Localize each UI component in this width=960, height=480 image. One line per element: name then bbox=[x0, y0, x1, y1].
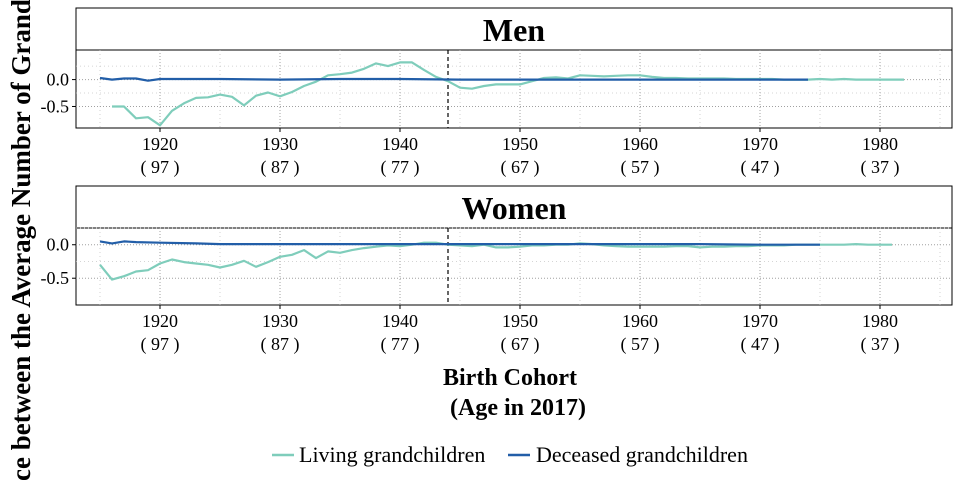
x-tick-label-year: 1960 bbox=[622, 311, 658, 331]
x-tick-label-year: 1950 bbox=[502, 134, 538, 154]
x-tick-label-year: 1970 bbox=[742, 311, 778, 331]
y-axis-ticks-men: 0.0 -0.5 bbox=[41, 70, 76, 116]
x-tick-label-age: ( 77 ) bbox=[381, 157, 420, 178]
facet-strip-men bbox=[75, 7, 953, 51]
panel-men: Men 0.0 -0.5 1920 ( 97 ) 1930 ( 87 ) 1940 ( 77… bbox=[41, 7, 953, 178]
y-axis-ticks-women: 0.0 -0.5 bbox=[41, 235, 76, 288]
x-tick-label-age: ( 47 ) bbox=[741, 157, 780, 178]
x-tick-label-year: 1980 bbox=[862, 311, 898, 331]
x-tick-label-age: ( 97 ) bbox=[141, 334, 180, 355]
x-tick-label-year: 1930 bbox=[262, 311, 298, 331]
x-tick-label-year: 1920 bbox=[142, 134, 178, 154]
facet-title-men: Men bbox=[483, 12, 545, 48]
x-tick-label-year: 1940 bbox=[382, 311, 418, 331]
x-tick-label-age: ( 57 ) bbox=[621, 334, 660, 355]
x-tick-label-age: ( 47 ) bbox=[741, 334, 780, 355]
panel-women: Women 0.0 -0.5 1920 ( 97 ) 1930 ( 87 ) 1940 ( … bbox=[41, 185, 953, 355]
x-tick-label-age: ( 87 ) bbox=[261, 334, 300, 355]
plot-area-women bbox=[75, 227, 953, 306]
plot-area-men bbox=[75, 49, 953, 129]
x-axis-ticks-women: 1920 ( 97 ) 1930 ( 87 ) 1940 ( 77 ) 1950 ( 67 )… bbox=[141, 305, 900, 355]
x-tick-label-age: ( 97 ) bbox=[141, 157, 180, 178]
y-axis-title: Difference between the Average Number of… bbox=[6, 0, 36, 480]
x-tick-label-age: ( 37 ) bbox=[861, 334, 900, 355]
x-axis-title-line1: Birth Cohort bbox=[443, 365, 577, 391]
y-tick-label: -0.5 bbox=[41, 96, 70, 116]
x-tick-label-year: 1950 bbox=[502, 311, 538, 331]
y-tick-label: 0.0 bbox=[47, 70, 70, 90]
x-tick-label-age: ( 87 ) bbox=[261, 157, 300, 178]
legend-label-deceased: Deceased grandchildren bbox=[536, 442, 748, 467]
facet-title-women: Women bbox=[462, 190, 567, 226]
facet-strip-women bbox=[75, 185, 953, 229]
series-women bbox=[99, 240, 892, 281]
x-axis-title-line2: (Age in 2017) bbox=[450, 395, 586, 421]
x-tick-label-year: 1980 bbox=[862, 134, 898, 154]
x-tick-label-year: 1970 bbox=[742, 134, 778, 154]
y-tick-label: -0.5 bbox=[41, 268, 70, 288]
legend-label-living: Living grandchildren bbox=[299, 442, 485, 467]
x-tick-label-year: 1930 bbox=[262, 134, 298, 154]
x-axis-ticks-men: 1920 ( 97 ) 1930 ( 87 ) 1940 ( 77 ) 1950 ( 67 )… bbox=[141, 128, 900, 178]
x-tick-label-age: ( 77 ) bbox=[381, 334, 420, 355]
x-tick-label-year: 1920 bbox=[142, 311, 178, 331]
x-tick-label-age: ( 67 ) bbox=[501, 157, 540, 178]
x-tick-label-age: ( 57 ) bbox=[621, 157, 660, 178]
x-tick-label-age: ( 67 ) bbox=[501, 334, 540, 355]
series-line-deceased-women bbox=[99, 240, 820, 246]
y-tick-label: 0.0 bbox=[47, 235, 70, 255]
series-line-deceased-men bbox=[99, 76, 808, 82]
x-tick-label-year: 1960 bbox=[622, 134, 658, 154]
x-tick-label-age: ( 37 ) bbox=[861, 157, 900, 178]
legend: Living grandchildren Deceased grandchild… bbox=[272, 442, 748, 467]
x-tick-label-year: 1940 bbox=[382, 134, 418, 154]
series-men bbox=[99, 61, 904, 127]
